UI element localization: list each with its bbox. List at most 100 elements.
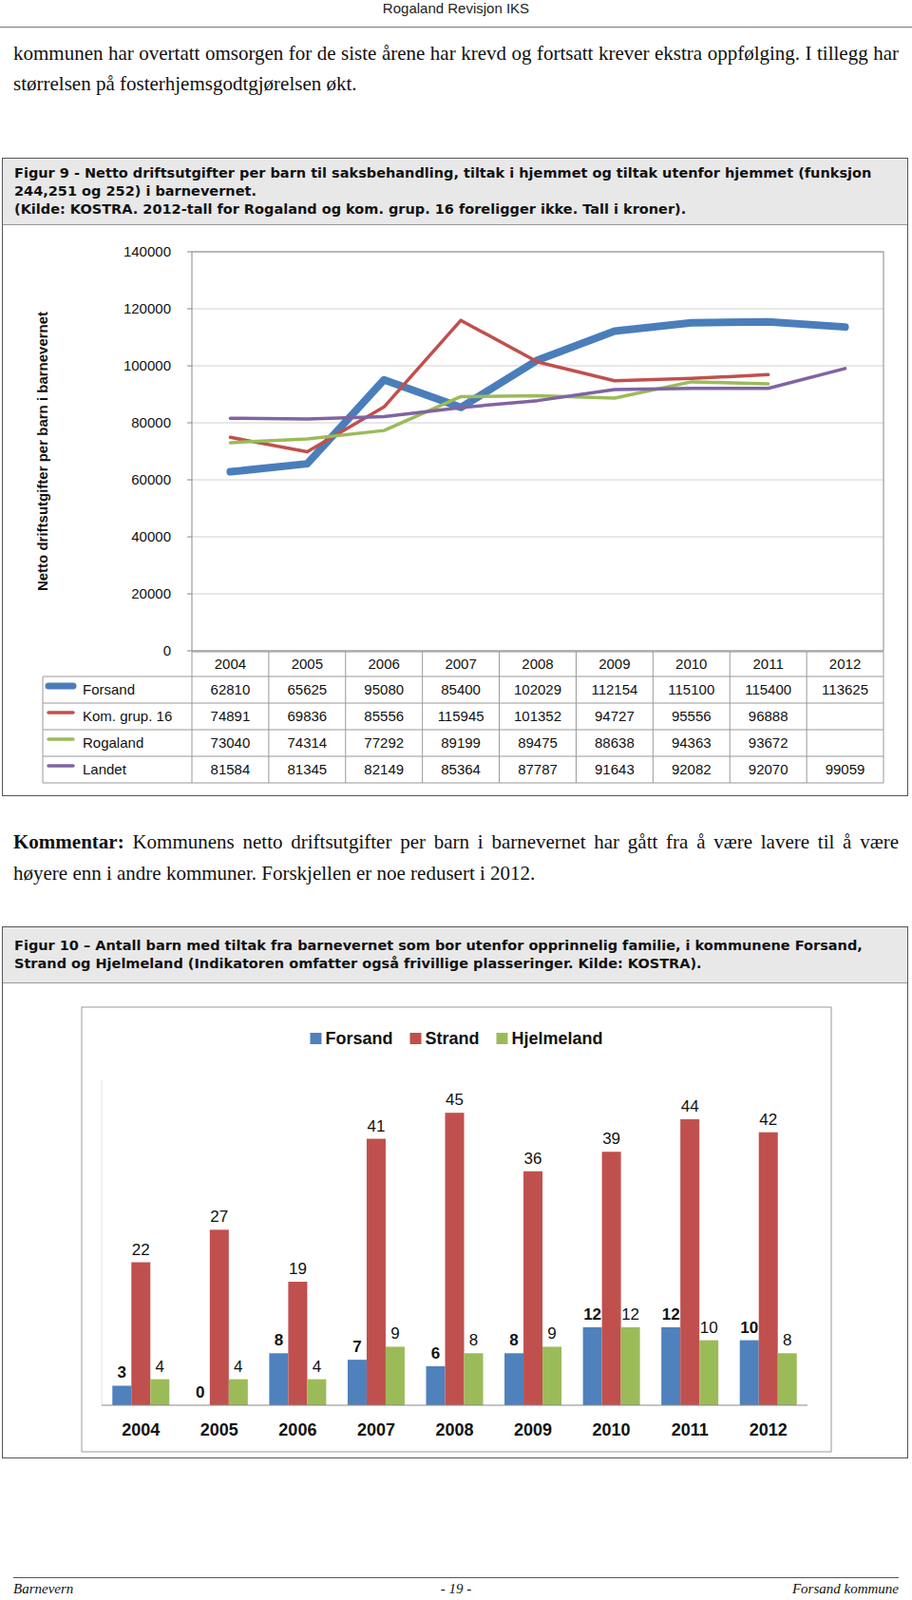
bar xyxy=(287,1281,307,1406)
data-label: 45 xyxy=(445,1090,464,1109)
series-line xyxy=(229,368,845,419)
x-tick-label: 2007 xyxy=(444,655,476,672)
x-tick-label: 2012 xyxy=(829,655,861,672)
table-cell: 115945 xyxy=(437,707,485,724)
table-line xyxy=(191,651,884,653)
data-label: 19 xyxy=(288,1259,307,1278)
table-cell: 74891 xyxy=(210,707,251,724)
comment-label: Kommentar: xyxy=(13,830,125,854)
table-line xyxy=(42,782,884,784)
table-line xyxy=(42,703,884,704)
table-line xyxy=(42,756,884,758)
x-tick-label: 2008 xyxy=(521,655,553,672)
figure-subtitle: (Kilde: KOSTRA. 2012-tall for Rogaland o… xyxy=(14,200,896,219)
table-line xyxy=(498,651,500,783)
grid-line xyxy=(191,536,884,538)
x-tick-label: 2007 xyxy=(357,1420,396,1440)
table-cell: 113625 xyxy=(821,681,869,698)
table-cell: 69836 xyxy=(286,707,327,724)
bar xyxy=(131,1262,151,1406)
legend-swatch xyxy=(48,710,74,715)
grid-line xyxy=(191,422,884,424)
table-cell: 88638 xyxy=(594,734,635,751)
tick-mark xyxy=(187,251,192,253)
data-label: 42 xyxy=(759,1110,778,1129)
legend-label: Forsand xyxy=(324,1028,393,1048)
series-line xyxy=(229,381,768,443)
data-label: 12 xyxy=(662,1305,681,1324)
data-label: 4 xyxy=(312,1357,322,1376)
bar xyxy=(228,1379,248,1406)
tick-mark xyxy=(187,479,192,481)
grid-line xyxy=(191,479,884,481)
figure-title: Figur 10 – Antall barn med tiltak fra ba… xyxy=(14,936,896,973)
table-cell: 92070 xyxy=(748,760,789,778)
table-line xyxy=(729,651,731,783)
legend-label: Hjelmeland xyxy=(512,1028,604,1048)
table-cell: 94727 xyxy=(594,707,635,724)
bar xyxy=(306,1379,326,1406)
y-tick-label: 140000 xyxy=(123,243,171,260)
bar xyxy=(347,1359,367,1406)
x-tick-label: 2004 xyxy=(214,655,247,672)
bar xyxy=(366,1139,386,1406)
tick-mark xyxy=(187,365,192,367)
table-cell: 101352 xyxy=(513,707,562,724)
data-label: 12 xyxy=(621,1305,640,1324)
footer-right: Forsand kommune xyxy=(792,1580,899,1597)
chart-frame xyxy=(81,1007,832,1452)
x-tick-label: 2009 xyxy=(598,655,630,672)
bar xyxy=(583,1327,603,1406)
x-tick-label: 2012 xyxy=(749,1420,788,1440)
tick-mark xyxy=(187,308,192,310)
data-label: 36 xyxy=(524,1149,543,1168)
tick-mark xyxy=(187,650,192,652)
legend-swatch xyxy=(48,737,74,741)
table-cell: 93672 xyxy=(748,734,789,751)
bar xyxy=(542,1346,562,1406)
grid-line xyxy=(191,308,884,310)
page-header: Rogaland Revisjon IKS xyxy=(0,0,912,28)
x-tick-label: 2011 xyxy=(671,1420,709,1440)
bar xyxy=(680,1119,700,1406)
table-cell: 85556 xyxy=(363,707,404,724)
table-line xyxy=(344,651,346,783)
bar xyxy=(759,1132,779,1406)
data-label: 10 xyxy=(700,1318,719,1337)
data-label: 0 xyxy=(195,1383,205,1402)
x-tick-label: 2005 xyxy=(291,655,323,672)
series-line xyxy=(229,320,768,452)
data-label: 22 xyxy=(132,1240,151,1259)
table-cell: 96888 xyxy=(748,707,789,724)
y-tick-label: 80000 xyxy=(131,414,171,431)
bar xyxy=(385,1346,405,1406)
bar xyxy=(621,1327,641,1406)
table-line xyxy=(806,651,808,783)
tick-mark xyxy=(187,593,192,595)
table-cell: 94363 xyxy=(671,734,712,751)
table-line xyxy=(42,729,884,731)
legend-label: Forsand xyxy=(82,681,135,698)
y-tick-label: 100000 xyxy=(123,357,171,374)
bar xyxy=(504,1352,524,1406)
x-axis-line xyxy=(101,1405,808,1406)
bar xyxy=(268,1352,288,1406)
table-cell: 115100 xyxy=(667,681,715,698)
data-label: 8 xyxy=(782,1330,792,1349)
intro-paragraph: kommunen har overtatt omsorgen for de si… xyxy=(13,38,899,99)
table-line xyxy=(42,676,884,678)
legend-swatch xyxy=(48,763,74,768)
table-line xyxy=(421,651,423,783)
legend-label: Strand xyxy=(424,1028,479,1048)
legend: Forsand Strand Hjelmeland xyxy=(309,1028,603,1048)
y-tick-label: 20000 xyxy=(131,585,171,602)
data-label: 8 xyxy=(274,1330,284,1349)
lines-group xyxy=(229,320,845,472)
table-cell: 81584 xyxy=(210,760,251,778)
data-label: 27 xyxy=(209,1207,228,1226)
y-tick-label: 40000 xyxy=(131,528,171,545)
grid-line xyxy=(191,593,884,595)
table-cell: 82149 xyxy=(363,760,404,778)
table-cell: 65625 xyxy=(286,681,327,698)
space xyxy=(124,830,133,854)
